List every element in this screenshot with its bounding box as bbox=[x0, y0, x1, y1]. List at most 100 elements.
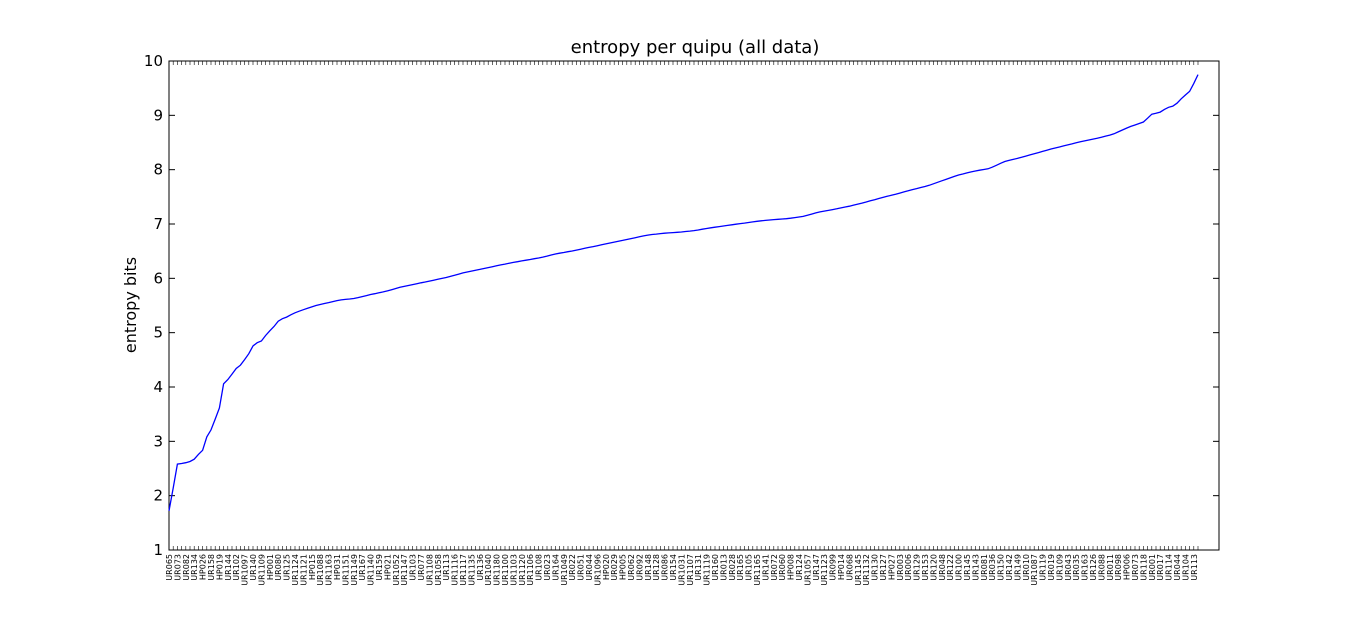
x-tick-label: UR1165 bbox=[753, 554, 762, 586]
x-tick-label: UR1149 bbox=[350, 554, 359, 586]
x-tick-label: UR080 bbox=[274, 554, 283, 581]
y-tick-label: 8 bbox=[153, 161, 163, 179]
x-tick-label: UR127 bbox=[879, 554, 888, 581]
plot-frame bbox=[168, 60, 1220, 551]
x-tick-label: UR073 bbox=[1131, 554, 1140, 581]
x-tick-label: UR124 bbox=[795, 554, 804, 581]
x-tick-label: UR147 bbox=[812, 554, 821, 581]
x-tick-label: UR1140 bbox=[367, 554, 376, 586]
x-tick-label: UR102 bbox=[232, 554, 241, 581]
y-tick-label: 4 bbox=[153, 378, 163, 396]
x-tick-label: UR113 bbox=[1190, 554, 1199, 581]
x-tick-label: UR119 bbox=[1039, 554, 1048, 581]
y-tick-label: 6 bbox=[153, 269, 163, 287]
x-tick-label: UR082 bbox=[182, 554, 191, 581]
x-tick-label: UR029 bbox=[610, 554, 619, 581]
x-tick-label: HP005 bbox=[619, 554, 628, 580]
x-tick-label: UR086 bbox=[661, 554, 670, 581]
x-tick-label: UR158 bbox=[207, 554, 216, 581]
x-tick-label: UR048 bbox=[938, 554, 947, 581]
x-tick-label: UR103 bbox=[409, 554, 418, 581]
x-tick-label: UR1132 bbox=[862, 554, 871, 586]
x-tick-label: UR1123 bbox=[820, 554, 829, 586]
x-tick-label: UR108 bbox=[535, 554, 544, 581]
x-tick-label: UR001 bbox=[1148, 554, 1157, 581]
x-tick-label: UR164 bbox=[551, 554, 560, 581]
x-tick-label: UR036 bbox=[988, 554, 997, 581]
x-tick-label: UR081 bbox=[980, 554, 989, 581]
x-tick-label: UR150 bbox=[997, 554, 1006, 581]
x-tick-label: UR136 bbox=[476, 554, 485, 581]
x-tick-label: UR104 bbox=[1181, 554, 1190, 581]
x-tick-label: UR1106 bbox=[526, 554, 535, 586]
x-tick-label: UR017 bbox=[1156, 554, 1165, 581]
x-tick-label: UR1096 bbox=[593, 554, 602, 586]
x-tick-label: UR068 bbox=[845, 554, 854, 581]
x-tick-label: UR165 bbox=[736, 554, 745, 581]
x-tick-label: UR126 bbox=[1089, 554, 1098, 581]
x-tick-label: HP001 bbox=[266, 554, 275, 580]
x-tick-label: UR044 bbox=[1173, 554, 1182, 581]
x-tick-label: UR1058 bbox=[434, 554, 443, 586]
x-tick-label: UR122 bbox=[946, 554, 955, 581]
x-tick-label: UR1117 bbox=[459, 554, 468, 586]
x-tick-label: UR072 bbox=[770, 554, 779, 581]
x-tick-label: UR131 bbox=[694, 554, 703, 581]
x-tick-label: HP015 bbox=[308, 554, 317, 580]
x-tick-label: HP021 bbox=[383, 554, 392, 580]
x-tick-label: UR1057 bbox=[803, 554, 812, 586]
x-tick-label: UR1100 bbox=[501, 554, 510, 586]
x-tick-label: UR1145 bbox=[854, 554, 863, 586]
y-tick-label: 9 bbox=[153, 106, 163, 124]
y-tick-label: 2 bbox=[153, 487, 163, 505]
x-tick-label: UR1103 bbox=[509, 554, 518, 586]
x-tick-label: UR077 bbox=[417, 554, 426, 581]
x-tick-label: UR1135 bbox=[467, 554, 476, 586]
x-tick-label: UR1151 bbox=[341, 554, 350, 586]
x-tick-label: UR022 bbox=[568, 554, 577, 581]
x-tick-label: UR1049 bbox=[560, 554, 569, 586]
x-tick-label: UR113 bbox=[442, 554, 451, 581]
x-tick-label: UR159 bbox=[375, 554, 384, 581]
x-tick-label: UR143 bbox=[971, 554, 980, 581]
y-axis-label: entropy bits bbox=[121, 257, 140, 353]
x-tick-label: UR1031 bbox=[677, 554, 686, 586]
x-tick-label: UR154 bbox=[669, 554, 678, 581]
x-tick-label: HP008 bbox=[787, 554, 796, 580]
x-tick-label: UR099 bbox=[829, 554, 838, 581]
x-tick-label: HP020 bbox=[602, 554, 611, 580]
x-tick-label: UR019 bbox=[1047, 554, 1056, 581]
x-tick-label: UR1147 bbox=[400, 554, 409, 586]
x-tick-label: UR1109 bbox=[257, 554, 266, 586]
x-tick-label: UR1040 bbox=[484, 554, 493, 586]
x-tick-label: UR092 bbox=[635, 554, 644, 581]
x-tick-label: UR065 bbox=[165, 554, 174, 581]
series-line bbox=[168, 74, 1199, 512]
x-tick-label: UR028 bbox=[728, 554, 737, 581]
x-tick-label: UR1180 bbox=[493, 554, 502, 586]
x-tick-label: UR160 bbox=[711, 554, 720, 581]
x-tick-label: UR167 bbox=[358, 554, 367, 581]
x-tick-label: UR130 bbox=[871, 554, 880, 581]
x-tick-label: UR011 bbox=[1106, 554, 1115, 581]
x-tick-label: UR141 bbox=[761, 554, 770, 581]
x-tick-label: UR109 bbox=[1055, 554, 1064, 581]
x-tick-label: HP026 bbox=[199, 554, 208, 580]
x-tick-label: UR114 bbox=[1165, 554, 1174, 581]
x-tick-label: HP014 bbox=[837, 554, 846, 580]
x-tick-label: UR035 bbox=[1072, 554, 1081, 581]
y-tick-label: 1 bbox=[153, 541, 163, 559]
x-tick-label: UR1087 bbox=[1030, 554, 1039, 586]
x-tick-label: UR062 bbox=[627, 554, 636, 581]
x-tick-label: UR105 bbox=[745, 554, 754, 581]
x-tick-label: UR142 bbox=[1005, 554, 1014, 581]
x-tick-label: UR044 bbox=[585, 554, 594, 581]
x-tick-label: UR118 bbox=[1139, 554, 1148, 581]
x-tick-label: UR145 bbox=[963, 554, 972, 581]
x-tick-label: UR1121 bbox=[299, 554, 308, 586]
x-tick-label: HP031 bbox=[333, 554, 342, 580]
x-tick-label: HP006 bbox=[1123, 554, 1132, 580]
x-tick-label: UR149 bbox=[1013, 554, 1022, 581]
